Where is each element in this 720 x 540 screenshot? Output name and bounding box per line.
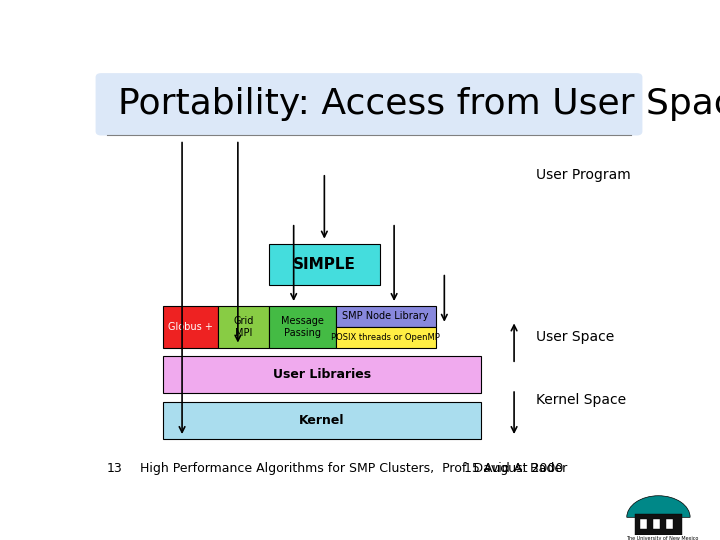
- Bar: [163, 306, 218, 348]
- Bar: [640, 519, 647, 529]
- Bar: [653, 519, 660, 529]
- Text: POSIX threads or OpenMP: POSIX threads or OpenMP: [331, 333, 440, 342]
- FancyBboxPatch shape: [96, 73, 642, 136]
- Bar: [163, 356, 481, 393]
- Text: SMP Node Library: SMP Node Library: [343, 312, 429, 321]
- Text: Portability: Access from User Space: Portability: Access from User Space: [118, 87, 720, 122]
- Text: User Space: User Space: [536, 330, 615, 344]
- Text: User Libraries: User Libraries: [272, 368, 371, 381]
- Text: The University of New Mexico: The University of New Mexico: [626, 536, 698, 540]
- Bar: [163, 402, 481, 439]
- Bar: [269, 244, 380, 285]
- Text: Globus +: Globus +: [168, 322, 213, 332]
- Bar: [635, 514, 682, 535]
- Wedge shape: [626, 496, 690, 517]
- Text: 13: 13: [107, 462, 122, 475]
- Bar: [336, 306, 436, 327]
- Bar: [218, 306, 269, 348]
- Text: High Performance Algorithms for SMP Clusters,  Prof. David A. Bader: High Performance Algorithms for SMP Clus…: [140, 462, 567, 475]
- Text: Grid
MPI: Grid MPI: [233, 316, 253, 338]
- Text: Kernel Space: Kernel Space: [536, 393, 626, 407]
- Text: Kernel: Kernel: [299, 414, 344, 427]
- Text: User Program: User Program: [536, 168, 631, 182]
- Text: 15 August 2000: 15 August 2000: [464, 462, 563, 475]
- Text: SIMPLE: SIMPLE: [293, 257, 356, 272]
- Bar: [665, 519, 672, 529]
- Bar: [269, 306, 336, 348]
- Bar: [336, 327, 436, 348]
- Text: Message
Passing: Message Passing: [281, 316, 323, 338]
